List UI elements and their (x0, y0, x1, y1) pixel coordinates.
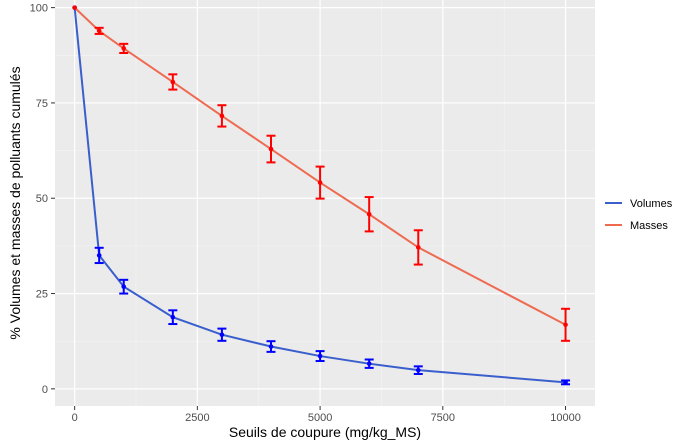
data-point-masses (219, 113, 225, 119)
data-point-volumes (170, 314, 176, 320)
x-tick-label: 0 (72, 412, 78, 424)
data-point-volumes (268, 344, 274, 349)
x-tick-label: 10000 (550, 412, 581, 424)
y-tick-label: 25 (36, 289, 48, 301)
data-point-masses (121, 46, 127, 51)
panel-background (55, 0, 595, 406)
x-tick-label: 2500 (185, 412, 209, 424)
x-axis: 0 2500 5000 7500 10000 (72, 406, 581, 424)
series-masses (72, 5, 571, 342)
data-point-volumes (96, 253, 102, 258)
grid-major (55, 0, 595, 406)
data-point-masses (72, 5, 77, 10)
y-tick-label: 100 (30, 3, 48, 15)
series-layer (72, 5, 571, 386)
series-line-volumes (73, 7, 566, 384)
data-point-masses (170, 79, 176, 85)
y-axis-title: % Volumes et masses de polluants cumulés (7, 66, 23, 339)
legend: Volumes Masses (605, 198, 673, 232)
data-point-masses (366, 211, 372, 217)
legend-label: Masses (630, 220, 668, 232)
series-line-masses (73, 6, 567, 326)
x-axis-title: Seuils de coupure (mg/kg_MS) (229, 424, 421, 440)
data-point-masses (317, 180, 323, 185)
data-point-volumes (415, 367, 421, 373)
data-point-volumes (317, 353, 323, 359)
data-point-masses (563, 322, 568, 328)
y-tick-label: 0 (42, 384, 48, 396)
grid-minor (55, 0, 595, 406)
x-tick-label: 5000 (308, 412, 332, 424)
legend-item-masses: Masses (605, 220, 668, 232)
data-point-masses (268, 146, 274, 152)
data-point-masses (96, 28, 102, 34)
data-point-volumes (219, 332, 225, 338)
data-point-masses (415, 245, 421, 250)
data-point-volumes (366, 361, 372, 366)
y-tick-label: 50 (36, 193, 48, 205)
legend-label: Volumes (630, 198, 673, 210)
legend-item-volumes: Volumes (605, 198, 673, 210)
y-tick-label: 75 (36, 98, 48, 110)
y-axis: 0 25 50 75 100 (30, 3, 55, 396)
data-point-volumes (121, 284, 127, 289)
data-point-volumes (563, 380, 568, 385)
x-tick-label: 7500 (431, 412, 455, 424)
